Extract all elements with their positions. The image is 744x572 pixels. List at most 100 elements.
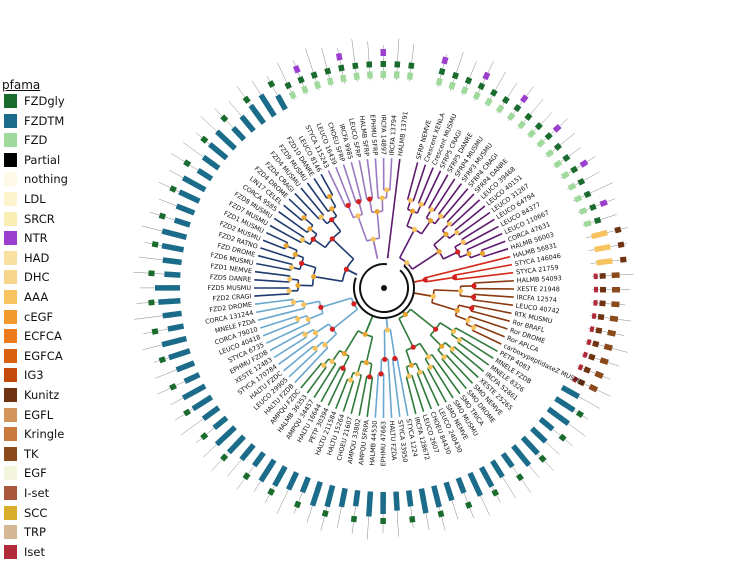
node-support-dot — [329, 326, 335, 332]
domain-block — [201, 154, 221, 171]
node-support-dot — [329, 206, 335, 212]
branch-line — [278, 211, 299, 227]
node-support-dot — [411, 226, 418, 233]
legend-swatch — [4, 250, 17, 265]
branch-line — [416, 373, 423, 386]
domain-block — [175, 203, 196, 216]
branch-line — [350, 161, 361, 194]
leaf-label: HALMB 44530 — [368, 420, 379, 465]
branch-line — [257, 254, 281, 263]
domain-block — [151, 241, 159, 248]
domain-block — [231, 126, 247, 142]
domain-block — [513, 103, 522, 113]
branch-line — [320, 201, 329, 212]
branch-line — [374, 158, 379, 191]
branch-line — [254, 270, 279, 276]
branch-line — [423, 193, 431, 206]
node-support-dot — [451, 328, 457, 334]
node-support-dot — [451, 274, 458, 280]
branch-line — [313, 370, 332, 399]
legend-label: Kringle — [24, 427, 65, 442]
domain-block — [239, 443, 256, 462]
branch-line — [279, 245, 286, 250]
domain-block — [321, 509, 329, 518]
branch-line — [303, 300, 320, 306]
domain-block — [201, 405, 221, 422]
node-support-dot — [318, 214, 324, 220]
legend-label: TRP — [24, 525, 46, 540]
node-support-dot — [378, 371, 384, 377]
branch-line — [346, 196, 352, 205]
branch-line — [313, 275, 343, 283]
node-support-dot — [287, 276, 293, 282]
domain-block — [575, 410, 584, 419]
node-support-dot — [367, 196, 373, 202]
legend-swatch — [4, 152, 17, 167]
domain-block — [448, 81, 456, 90]
branch-line — [483, 253, 490, 258]
legend-item: IG3 — [2, 366, 112, 386]
node-support-dot — [427, 364, 433, 370]
branch-line — [314, 323, 330, 334]
legend-item: ECFCA — [2, 327, 112, 347]
domain-block — [288, 90, 297, 100]
domain-block — [196, 167, 214, 182]
node-support-dot — [426, 354, 432, 360]
branch-line — [350, 382, 361, 415]
branch-line — [322, 192, 328, 199]
branch-line — [455, 193, 475, 214]
branch-line — [428, 170, 442, 195]
domain-block — [517, 120, 527, 130]
branch-line — [279, 267, 292, 271]
branch-line — [478, 312, 510, 322]
branch-line — [461, 232, 474, 241]
node-support-dot — [345, 202, 351, 209]
branch-line — [376, 373, 380, 383]
domain-block — [214, 425, 237, 447]
domain-block — [464, 76, 473, 85]
branch-line — [484, 327, 505, 338]
tree-branches — [254, 157, 515, 419]
branch-line — [433, 289, 461, 292]
domain-block — [158, 356, 167, 364]
domain-block — [326, 77, 334, 86]
domain-block — [408, 62, 415, 69]
domain-block — [501, 96, 510, 105]
domain-block — [583, 190, 592, 199]
domain-block — [324, 67, 332, 75]
node-support-dot — [379, 195, 385, 201]
domain-block — [183, 372, 201, 384]
branch-line — [436, 361, 461, 395]
branch-line — [429, 334, 443, 347]
branch-line — [393, 373, 401, 418]
legend-item: FZDTM — [2, 112, 112, 132]
branch-line — [335, 166, 349, 198]
node-support-dot — [455, 249, 461, 255]
branch-line — [370, 190, 374, 199]
branch-line — [431, 301, 458, 312]
legend-item: EGFCA — [2, 347, 112, 367]
branch-line — [306, 375, 321, 394]
branch-line — [294, 354, 322, 384]
node-support-dot — [299, 237, 305, 243]
legend-title: pfama — [2, 78, 41, 92]
legend-label: LDL — [24, 192, 46, 206]
node-support-dot — [283, 243, 289, 249]
branch-line — [426, 368, 435, 381]
node-support-dot — [433, 326, 439, 332]
branch-line — [481, 334, 502, 345]
tree-nodes — [283, 187, 486, 383]
legend-item: TK — [2, 445, 112, 465]
branch-line — [374, 382, 379, 418]
domain-block — [607, 329, 617, 337]
domain-block — [158, 297, 181, 305]
branch-line — [330, 363, 337, 372]
branch-line — [260, 247, 283, 256]
legend-swatch — [4, 309, 17, 324]
domain-block — [286, 471, 300, 491]
node-support-dot — [456, 337, 462, 343]
branch-line — [364, 191, 368, 200]
branch-line — [280, 260, 293, 266]
domain-block — [558, 433, 567, 442]
domain-block — [352, 489, 361, 507]
